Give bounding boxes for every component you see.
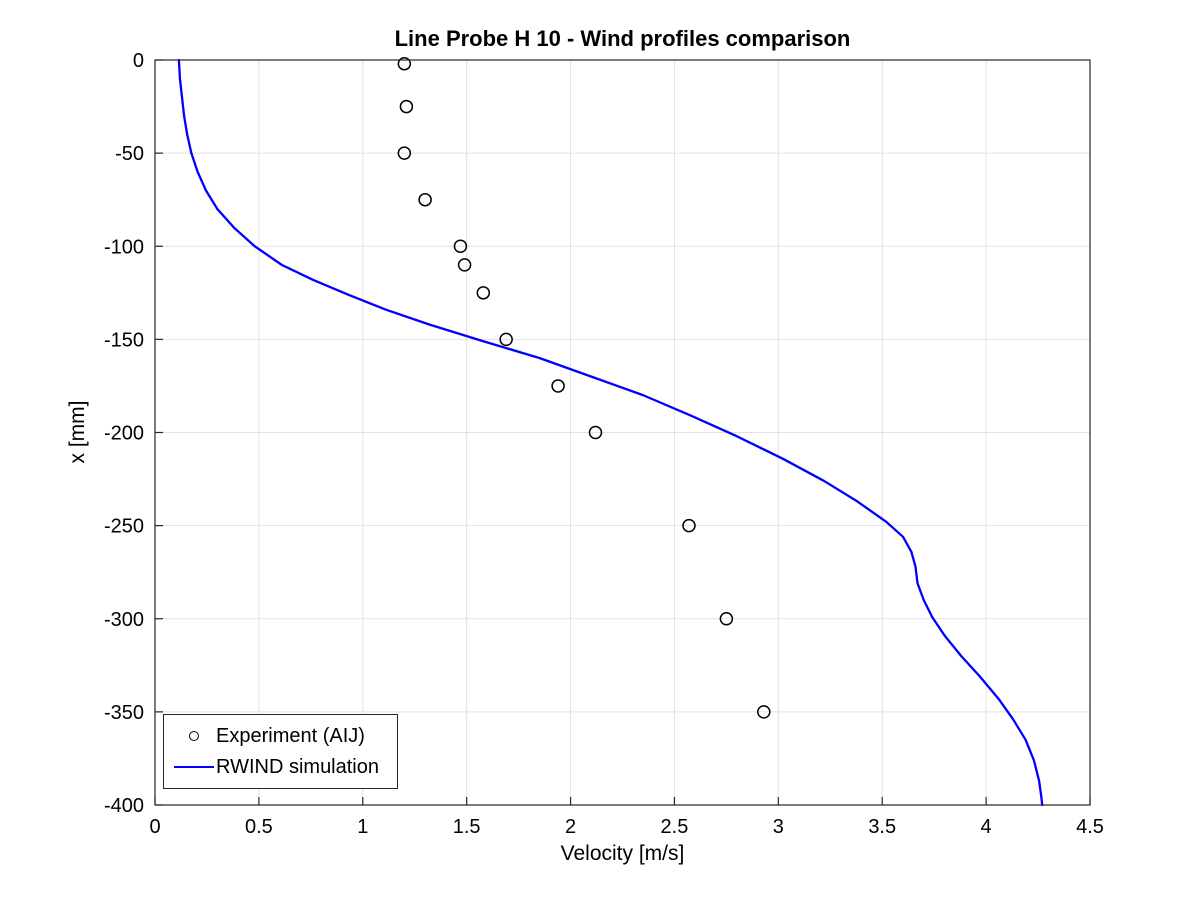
x-tick-label: 0 (149, 816, 160, 838)
open-circle-icon (189, 731, 199, 741)
y-tick-label: -300 (104, 609, 144, 631)
x-tick-label: 1.5 (453, 816, 481, 838)
chart-title: Line Probe H 10 - Wind profiles comparis… (394, 26, 851, 51)
x-tick-label: 1 (357, 816, 368, 838)
y-tick-label: -400 (104, 795, 144, 817)
line-sample-icon (174, 765, 214, 769)
scatter-point (719, 612, 734, 626)
y-tick-label: -250 (104, 516, 144, 538)
scatter-point (397, 146, 412, 160)
legend-label-rwind: RWIND simulation (216, 755, 379, 778)
legend-label-experiment: Experiment (AIJ) (216, 724, 365, 747)
scatter-point (399, 99, 414, 114)
x-tick-label: 3 (773, 816, 784, 838)
legend-item-experiment: Experiment (AIJ) (172, 722, 379, 750)
scatter-point (397, 56, 412, 71)
legend: Experiment (AIJ) RWIND simulation (163, 714, 398, 789)
legend-item-rwind: RWIND simulation (172, 753, 379, 781)
scatter-point (499, 332, 513, 347)
x-tick-label: 4.5 (1076, 816, 1104, 838)
y-tick-label: -50 (115, 143, 144, 165)
y-tick-label: -350 (104, 702, 144, 724)
scatter-point (682, 518, 696, 533)
series-line (177, 58, 1044, 807)
scatter-point (757, 705, 771, 719)
y-axis-label: x [mm] (66, 400, 89, 464)
y-tick-label: 0 (133, 50, 144, 72)
x-tick-label: 3.5 (868, 816, 896, 838)
scatter-point (453, 239, 468, 253)
open-circle-marker-icon (172, 731, 216, 741)
x-tick-label: 4 (981, 816, 992, 838)
scatter-point (476, 286, 491, 300)
scatter-point (588, 425, 603, 440)
y-tick-label: -150 (104, 329, 144, 351)
y-tick-label: -100 (104, 236, 144, 258)
line-sample-marker-icon (172, 765, 216, 769)
scatter-point (457, 258, 472, 272)
x-tick-label: 2.5 (661, 816, 689, 838)
scatter-point (551, 379, 565, 393)
y-tick-label: -200 (104, 423, 144, 445)
x-tick-label: 0.5 (245, 816, 273, 838)
x-axis-label: Velocity [m/s] (560, 842, 685, 865)
scatter-point (418, 192, 432, 207)
x-tick-label: 2 (565, 816, 576, 838)
